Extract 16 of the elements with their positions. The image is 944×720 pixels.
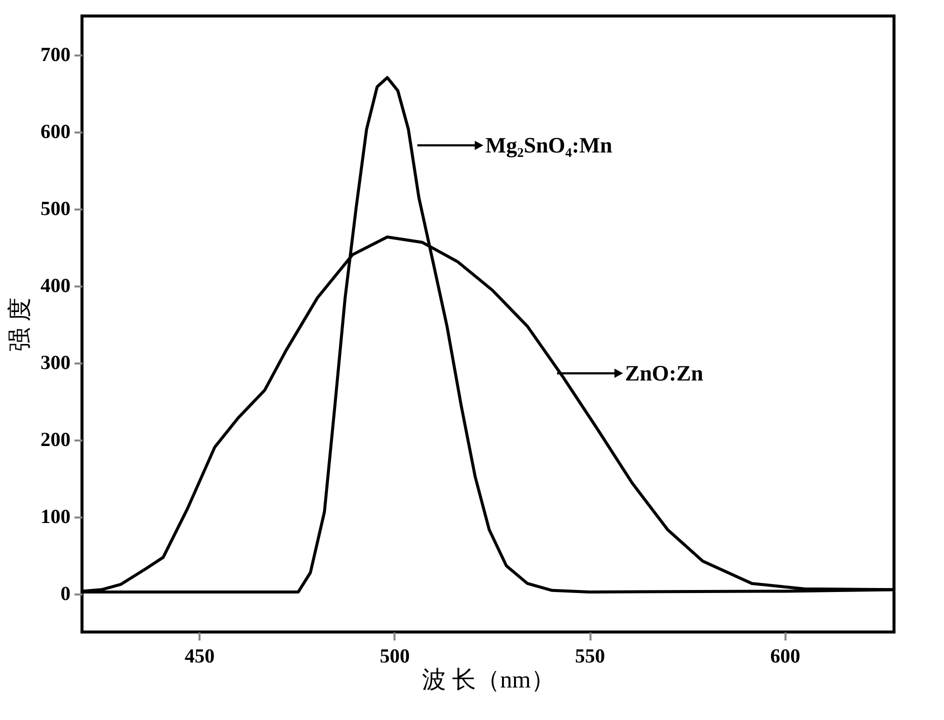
x-tick-label: 600 [770,646,800,668]
y-tick-label: 700 [40,44,70,66]
y-tick-label: 100 [40,506,70,528]
y-tick-label: 500 [40,198,70,220]
y-tick-label: 400 [40,275,70,297]
y-tick-label: 200 [40,429,70,451]
x-tick-label: 450 [184,646,215,668]
y-axis-title: 强 度 [6,298,34,352]
x-axis-title: 波 长（nm） [422,668,555,694]
x-tick-label: 500 [380,646,410,668]
y-tick-label: 300 [40,352,70,374]
y-tick-label: 600 [40,121,70,143]
annotation: Mg₂SnO₄:Mn [485,132,612,158]
y-tick-label: 0 [60,583,70,605]
x-tick-label: 550 [575,646,605,668]
annotation: ZnO:Zn [625,360,704,386]
